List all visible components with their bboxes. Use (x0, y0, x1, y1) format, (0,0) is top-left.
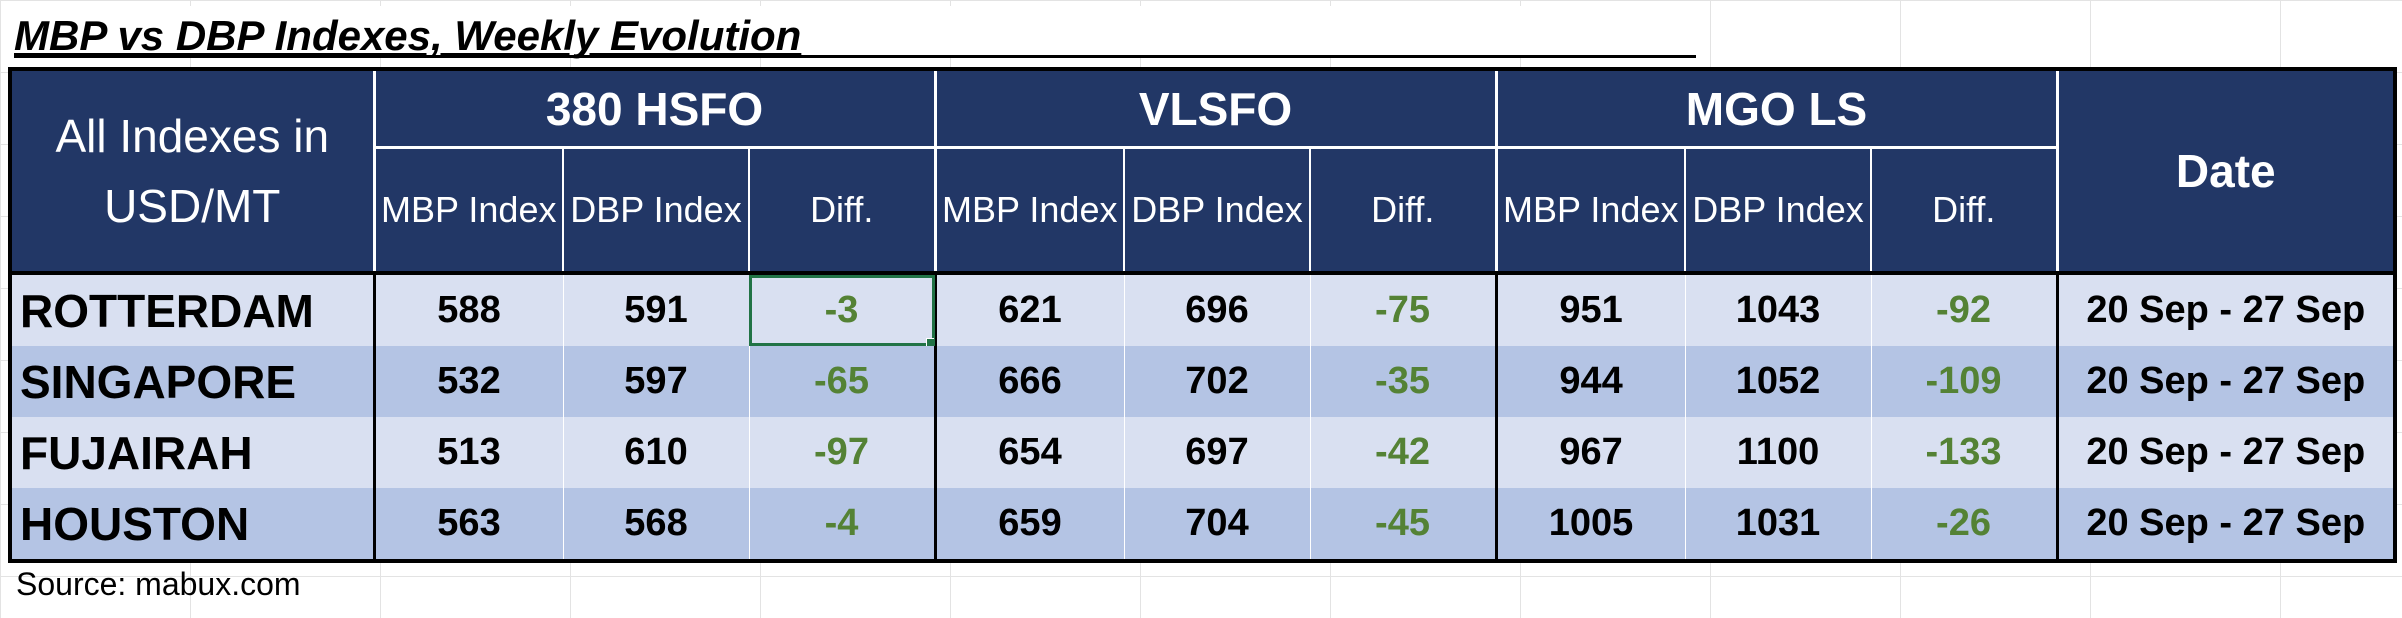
mgo-diff-cell[interactable]: -92 (1871, 275, 2059, 346)
group-header-mgo[interactable]: MGO LS (1496, 69, 2059, 149)
hsfo-diff-value: -3 (824, 289, 859, 331)
units-header-line1: All Indexes in (55, 110, 330, 162)
vlsfo-mbp-cell[interactable]: 659 (935, 488, 1125, 561)
source-note[interactable]: Source: mabux.com (16, 566, 301, 602)
vlsfo-mbp-cell[interactable]: 621 (935, 275, 1125, 346)
subheader-hsfo-mbp[interactable]: MBP Index (374, 147, 564, 273)
vlsfo-diff-cell[interactable]: -35 (1310, 346, 1498, 417)
vlsfo-dbp-cell[interactable]: 702 (1124, 346, 1311, 417)
hsfo-mbp-cell[interactable]: 532 (374, 346, 564, 417)
vlsfo-dbp-cell[interactable]: 704 (1124, 488, 1311, 561)
hsfo-dbp-cell[interactable]: 597 (563, 346, 750, 417)
hsfo-dbp-cell[interactable]: 610 (563, 417, 750, 488)
date-cell[interactable]: 20 Sep - 27 Sep (2057, 275, 2396, 346)
vlsfo-diff-cell[interactable]: -75 (1310, 275, 1498, 346)
hsfo-diff-cell[interactable]: -97 (749, 417, 937, 488)
units-header-cell[interactable]: All Indexes in USD/MT (10, 69, 376, 273)
group-header-vlsfo[interactable]: VLSFO (935, 69, 1498, 149)
date-cell[interactable]: 20 Sep - 27 Sep (2057, 417, 2396, 488)
vlsfo-diff-cell[interactable]: -42 (1310, 417, 1498, 488)
city-cell[interactable]: HOUSTON (10, 488, 376, 561)
subheader-mgo-diff[interactable]: Diff. (1871, 147, 2059, 273)
subheader-mgo-dbp[interactable]: DBP Index (1685, 147, 1873, 273)
table-row-houston: HOUSTON 563 568 -4 659 704 -45 1005 1031… (10, 488, 2396, 561)
city-cell[interactable]: FUJAIRAH (10, 417, 376, 488)
vlsfo-dbp-cell[interactable]: 697 (1124, 417, 1311, 488)
date-header[interactable]: Date (2057, 69, 2396, 273)
mgo-diff-cell[interactable]: -133 (1871, 417, 2059, 488)
city-cell[interactable]: SINGAPORE (10, 346, 376, 417)
mgo-dbp-cell[interactable]: 1100 (1685, 417, 1872, 488)
hsfo-mbp-cell[interactable]: 563 (374, 488, 564, 561)
city-cell[interactable]: ROTTERDAM (10, 275, 376, 346)
vlsfo-mbp-cell[interactable]: 654 (935, 417, 1125, 488)
fill-handle[interactable] (925, 338, 932, 346)
date-cell[interactable]: 20 Sep - 27 Sep (2057, 488, 2396, 561)
vlsfo-mbp-cell[interactable]: 666 (935, 346, 1125, 417)
vlsfo-dbp-cell[interactable]: 696 (1124, 275, 1311, 346)
mgo-diff-cell[interactable]: -26 (1871, 488, 2059, 561)
hsfo-mbp-cell[interactable]: 513 (374, 417, 564, 488)
subheader-hsfo-dbp[interactable]: DBP Index (563, 147, 750, 273)
index-table: All Indexes in USD/MT 380 HSFO VLSFO MGO… (8, 67, 2398, 563)
table-row-rotterdam: ROTTERDAM 588 591 -3 621 696 -75 951 104… (10, 275, 2396, 346)
subheader-mgo-mbp[interactable]: MBP Index (1496, 147, 1687, 273)
vlsfo-diff-cell[interactable]: -45 (1310, 488, 1498, 561)
date-cell[interactable]: 20 Sep - 27 Sep (2057, 346, 2396, 417)
mgo-dbp-cell[interactable]: 1052 (1685, 346, 1872, 417)
table-row-fujairah: FUJAIRAH 513 610 -97 654 697 -42 967 110… (10, 417, 2396, 488)
hsfo-dbp-cell[interactable]: 568 (563, 488, 750, 561)
mgo-mbp-cell[interactable]: 967 (1496, 417, 1686, 488)
mgo-dbp-cell[interactable]: 1031 (1685, 488, 1872, 561)
mgo-diff-cell[interactable]: -109 (1871, 346, 2059, 417)
group-header-hsfo[interactable]: 380 HSFO (374, 69, 937, 149)
hsfo-diff-cell[interactable]: -4 (749, 488, 937, 561)
hsfo-diff-cell[interactable]: -65 (749, 346, 937, 417)
hsfo-dbp-cell[interactable]: 591 (563, 275, 750, 346)
units-header-line2: USD/MT (104, 180, 281, 232)
subheader-vlsfo-diff[interactable]: Diff. (1310, 147, 1498, 273)
mgo-dbp-cell[interactable]: 1043 (1685, 275, 1872, 346)
mgo-mbp-cell[interactable]: 951 (1496, 275, 1686, 346)
mgo-mbp-cell[interactable]: 944 (1496, 346, 1686, 417)
hsfo-mbp-cell[interactable]: 588 (374, 275, 564, 346)
hsfo-diff-cell-selected[interactable]: -3 (749, 275, 937, 346)
sheet-title[interactable]: MBP vs DBP Indexes, Weekly Evolution (14, 6, 1696, 59)
mgo-mbp-cell[interactable]: 1005 (1496, 488, 1686, 561)
table-row-singapore: SINGAPORE 532 597 -65 666 702 -35 944 10… (10, 346, 2396, 417)
subheader-vlsfo-dbp[interactable]: DBP Index (1124, 147, 1311, 273)
subheader-hsfo-diff[interactable]: Diff. (749, 147, 937, 273)
subheader-vlsfo-mbp[interactable]: MBP Index (935, 147, 1125, 273)
